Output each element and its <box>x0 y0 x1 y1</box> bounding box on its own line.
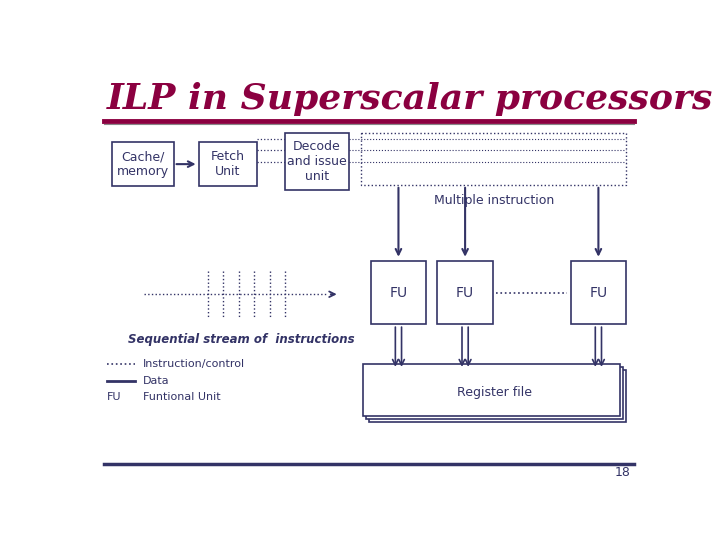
Text: FU: FU <box>107 393 122 402</box>
Bar <box>199 142 256 186</box>
Text: Register file: Register file <box>457 386 532 399</box>
Text: Cache/
memory: Cache/ memory <box>117 150 168 178</box>
Text: Fetch
Unit: Fetch Unit <box>210 150 245 178</box>
Text: Instruction/control: Instruction/control <box>143 359 245 369</box>
Bar <box>369 370 626 422</box>
Text: Funtional Unit: Funtional Unit <box>143 393 220 402</box>
Text: Multiple instruction: Multiple instruction <box>433 194 554 207</box>
Text: Data: Data <box>143 375 169 386</box>
Text: FU: FU <box>590 286 608 300</box>
Text: FU: FU <box>456 286 474 300</box>
Bar <box>437 261 493 325</box>
Bar <box>363 363 620 416</box>
Text: Sequential stream of  instructions: Sequential stream of instructions <box>128 333 354 346</box>
Bar <box>371 261 426 325</box>
Text: 18: 18 <box>615 467 631 480</box>
Text: ILP in Superscalar processors: ILP in Superscalar processors <box>107 82 714 116</box>
Bar <box>361 132 626 185</box>
Bar <box>366 367 624 419</box>
Text: Decode
and issue
unit: Decode and issue unit <box>287 140 347 183</box>
Bar <box>285 132 349 190</box>
Bar <box>112 142 174 186</box>
Text: FU: FU <box>390 286 408 300</box>
Bar <box>570 261 626 325</box>
